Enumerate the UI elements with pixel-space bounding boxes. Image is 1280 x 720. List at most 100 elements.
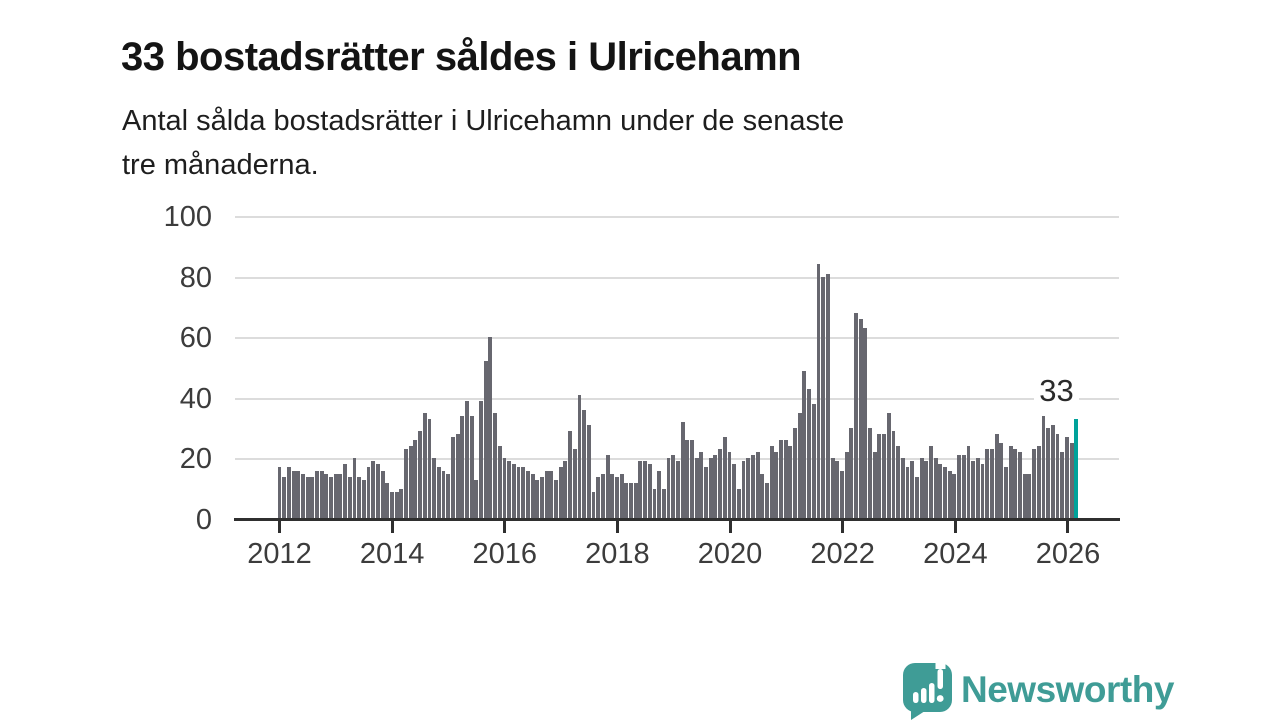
bar [971, 461, 976, 519]
bar [455, 434, 460, 519]
bar [938, 464, 943, 519]
bar [324, 473, 329, 519]
x-axis-tick-label: 2012 [247, 538, 312, 570]
bar [1032, 449, 1037, 519]
bar [821, 276, 826, 519]
bar [315, 470, 319, 519]
bar [361, 479, 366, 519]
bar [432, 458, 437, 519]
bar [399, 488, 404, 519]
bar [1050, 425, 1055, 519]
bar [497, 446, 502, 519]
bar [436, 467, 441, 519]
bar [989, 449, 994, 519]
x-axis-line [234, 518, 1120, 522]
bar [408, 446, 413, 519]
bar [638, 461, 643, 519]
bar [488, 337, 493, 519]
bar [286, 467, 291, 519]
bar [441, 470, 446, 519]
bar [469, 415, 474, 519]
bar [554, 479, 558, 519]
bar [582, 409, 587, 519]
bar [722, 437, 727, 519]
bar [966, 446, 971, 519]
gridline-y-20 [235, 458, 1119, 461]
bar [985, 449, 990, 519]
bar [957, 455, 962, 519]
bar [615, 476, 619, 519]
bar [900, 458, 905, 519]
bar [596, 476, 601, 519]
bar [483, 361, 488, 519]
bar [619, 473, 624, 519]
bar [460, 415, 465, 519]
bar [872, 452, 877, 519]
bar [882, 434, 887, 519]
bar [333, 473, 338, 519]
bar [305, 476, 310, 519]
bar [591, 491, 596, 519]
bar [713, 455, 718, 519]
bar [610, 473, 615, 519]
x-axis-tick [503, 521, 507, 533]
bar [727, 452, 732, 519]
brand-logo: Newsworthy [902, 662, 1174, 720]
bar [868, 428, 872, 519]
bar [849, 428, 854, 519]
bar [896, 446, 901, 519]
bar [347, 476, 352, 519]
x-axis-tick [953, 521, 957, 533]
page-subtitle-line2: tre månaderna. [122, 149, 319, 181]
bar [493, 412, 498, 519]
x-axis-tick-label: 2020 [697, 538, 763, 570]
bar [1018, 452, 1022, 519]
bar [586, 425, 591, 519]
bar [741, 461, 746, 519]
x-axis-tick [615, 521, 619, 533]
bar [750, 455, 755, 519]
bar [502, 458, 507, 519]
bar [375, 464, 380, 519]
bar [404, 449, 408, 519]
bar [629, 482, 633, 519]
x-axis-tick [728, 521, 732, 533]
x-axis-tick-label: 2014 [359, 538, 425, 570]
bar [694, 458, 699, 519]
bar [366, 467, 371, 519]
newsworthy-logo-icon [903, 662, 952, 720]
y-axis-tick-label: 100 [163, 201, 212, 233]
bar [633, 482, 638, 519]
bar [1041, 415, 1046, 519]
bar [577, 394, 582, 519]
bar [329, 476, 333, 519]
bar [390, 491, 394, 519]
bar [905, 467, 910, 519]
bar [357, 476, 362, 519]
bar [919, 458, 924, 519]
y-axis-tick-label: 40 [179, 382, 212, 415]
bar [413, 440, 418, 519]
bar [788, 446, 793, 519]
bar [675, 461, 680, 519]
bar [844, 452, 849, 519]
bar [685, 440, 690, 519]
bar [427, 419, 432, 519]
page-subtitle: Antal sålda bostadsrätter i Ulricehamn u… [122, 99, 844, 187]
page-subtitle-line1: Antal sålda bostadsrätter i Ulricehamn u… [122, 105, 845, 137]
bar [394, 491, 399, 519]
bar [947, 470, 952, 519]
bar [891, 431, 896, 519]
x-axis-tick [1066, 521, 1070, 533]
gridline-y-80 [235, 276, 1119, 279]
bar [929, 446, 933, 519]
gridline-y-40 [235, 397, 1119, 400]
x-axis-tick-label: 2016 [472, 538, 538, 570]
bar [296, 470, 301, 519]
bar [1064, 437, 1069, 519]
bar [338, 473, 343, 519]
last-value-annotation: 33 [1034, 373, 1079, 409]
gridline-y-60 [235, 337, 1119, 340]
bar [699, 452, 704, 519]
bar [839, 470, 844, 519]
